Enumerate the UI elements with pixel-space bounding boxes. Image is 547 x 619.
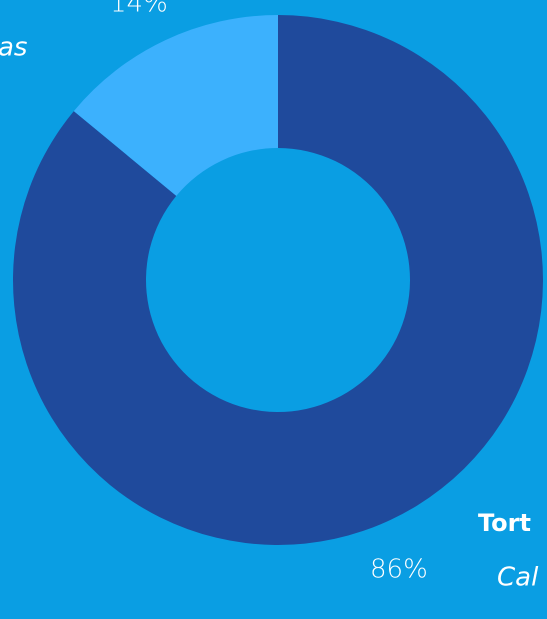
slice-detail: Cal: [497, 563, 539, 593]
donut-slice: [12, 15, 544, 546]
value-label: 14%: [110, 0, 168, 19]
slice-label: Tort: [478, 509, 531, 537]
donut-slice: [73, 15, 278, 196]
slice-detail: as: [0, 33, 27, 63]
value-label: 86%: [370, 555, 428, 585]
